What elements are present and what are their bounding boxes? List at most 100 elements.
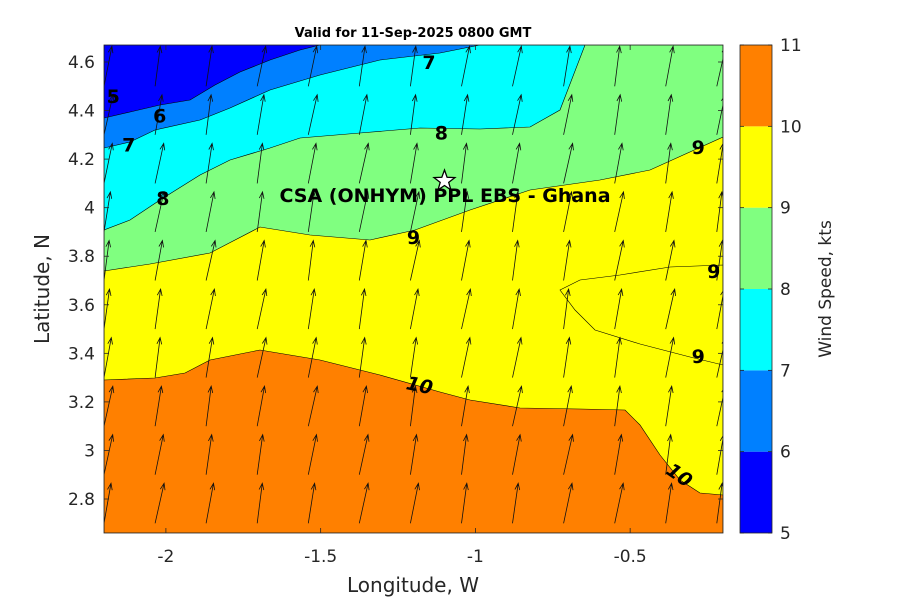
wind-arrow [205, 93, 214, 135]
wind-arrow [512, 190, 520, 232]
wind-arrow [358, 433, 370, 475]
y-tick-label: 4.2 [68, 150, 95, 170]
wind-arrow [512, 433, 522, 475]
wind-arrow [716, 435, 723, 475]
wind-arrow [410, 190, 421, 232]
y-tick-label: 3.6 [68, 296, 95, 316]
wind-arrow [104, 287, 112, 330]
colorbar-tick-label: 6 [780, 443, 791, 463]
wind-arrow [154, 336, 163, 378]
wind-arrow [716, 49, 723, 87]
wind-arrow [716, 142, 723, 184]
wind-arrow [665, 239, 676, 281]
colorbar-tick-label: 9 [780, 199, 791, 219]
wind-arrow [104, 433, 114, 475]
wind-arrow [563, 142, 574, 184]
wind-arrow [563, 433, 574, 475]
wind-arrow [461, 190, 470, 232]
wind-arrow [563, 45, 572, 87]
wind-arrow [614, 287, 624, 330]
y-tick-label: 3.4 [68, 344, 95, 364]
wind-arrow [307, 93, 319, 135]
y-tick-label: 3 [84, 441, 95, 461]
wind-arrow [461, 336, 472, 378]
wind-arrow [512, 93, 523, 135]
plot-frame [103, 44, 724, 534]
wind-arrow [257, 0, 267, 38]
wind-arrow [665, 385, 674, 427]
site-label: CSA (ONHYM) PPL EBS - Ghana [279, 185, 610, 207]
x-tick-label: -0.5 [614, 547, 647, 567]
wind-arrow [358, 190, 370, 232]
wind-arrow [665, 482, 674, 524]
wind-arrow [104, 93, 115, 135]
contour-label: 8 [156, 188, 169, 210]
contour-label: 10 [404, 372, 434, 399]
wind-arrow [358, 93, 369, 135]
x-axis-label: Longitude, W [347, 573, 479, 597]
chart-title: Valid for 11-Sep-2025 0800 GMT [295, 26, 532, 41]
wind-arrow [358, 336, 367, 378]
wind-arrow [410, 385, 418, 427]
wind-arrow [307, 433, 318, 475]
y-tick-label: 3.8 [68, 247, 95, 267]
wind-arrow [256, 190, 265, 232]
colorbar-tick-label: 5 [780, 524, 791, 544]
wind-arrow [665, 142, 673, 184]
wind-arrow [205, 287, 216, 330]
wind-arrow [256, 336, 268, 378]
wind-arrow [256, 93, 266, 135]
colorbar-tick-label: 8 [780, 280, 791, 300]
wind-arrow [614, 93, 623, 135]
x-tick-label: -1.5 [304, 547, 337, 567]
y-tick-label: 3.2 [68, 393, 95, 413]
colorbar-tick-label: 7 [780, 361, 791, 381]
wind-arrow [461, 482, 469, 524]
wind-arrow [665, 93, 674, 135]
wind-arrow [512, 287, 521, 330]
wind-arrow [410, 93, 418, 135]
y-tick-label: 4 [84, 199, 95, 219]
wind-arrow [104, 190, 113, 232]
wind-arrow [358, 287, 367, 330]
wind-arrow [205, 433, 214, 475]
wind-arrow [563, 190, 573, 232]
contour-label: 5 [107, 86, 120, 108]
colorbar-band [740, 451, 772, 533]
wind-arrow [614, 482, 625, 524]
wind-arrow [307, 385, 319, 427]
contour-label: 9 [692, 346, 705, 368]
wind-arrow [461, 239, 471, 281]
wind-arrow [256, 385, 267, 427]
wind-arrow [461, 93, 470, 135]
wind-arrow [307, 287, 317, 330]
wind-arrow [614, 385, 622, 427]
wind-arrow [358, 45, 367, 87]
colorbar-tick-label: 10 [780, 117, 802, 137]
wind-arrow [256, 239, 266, 281]
wind-arrow [512, 482, 521, 524]
wind-arrow [104, 239, 111, 281]
wind-arrow [614, 239, 625, 281]
wind-arrow [512, 239, 520, 281]
wind-arrow [307, 239, 316, 281]
wind-arrow [461, 142, 469, 184]
wind-arrow [104, 45, 114, 87]
wind-arrow [154, 433, 165, 475]
wind-arrow [154, 190, 166, 232]
wind-arrow [205, 239, 217, 281]
wind-arrow [512, 142, 522, 184]
wind-arrow [256, 45, 268, 87]
wind-arrow [563, 482, 574, 524]
wind-arrow [358, 482, 370, 524]
wind-arrow [307, 142, 318, 184]
wind-arrow [563, 336, 572, 378]
wind-arrow [358, 385, 368, 427]
wind-arrow [410, 287, 420, 330]
colorbar-label: Wind Speed, kts [816, 220, 836, 358]
wind-arrow [154, 45, 163, 87]
colorbar-band [740, 45, 772, 127]
wind-arrow [104, 0, 111, 38]
wind-arrow [358, 142, 370, 184]
wind-arrow [307, 190, 316, 232]
